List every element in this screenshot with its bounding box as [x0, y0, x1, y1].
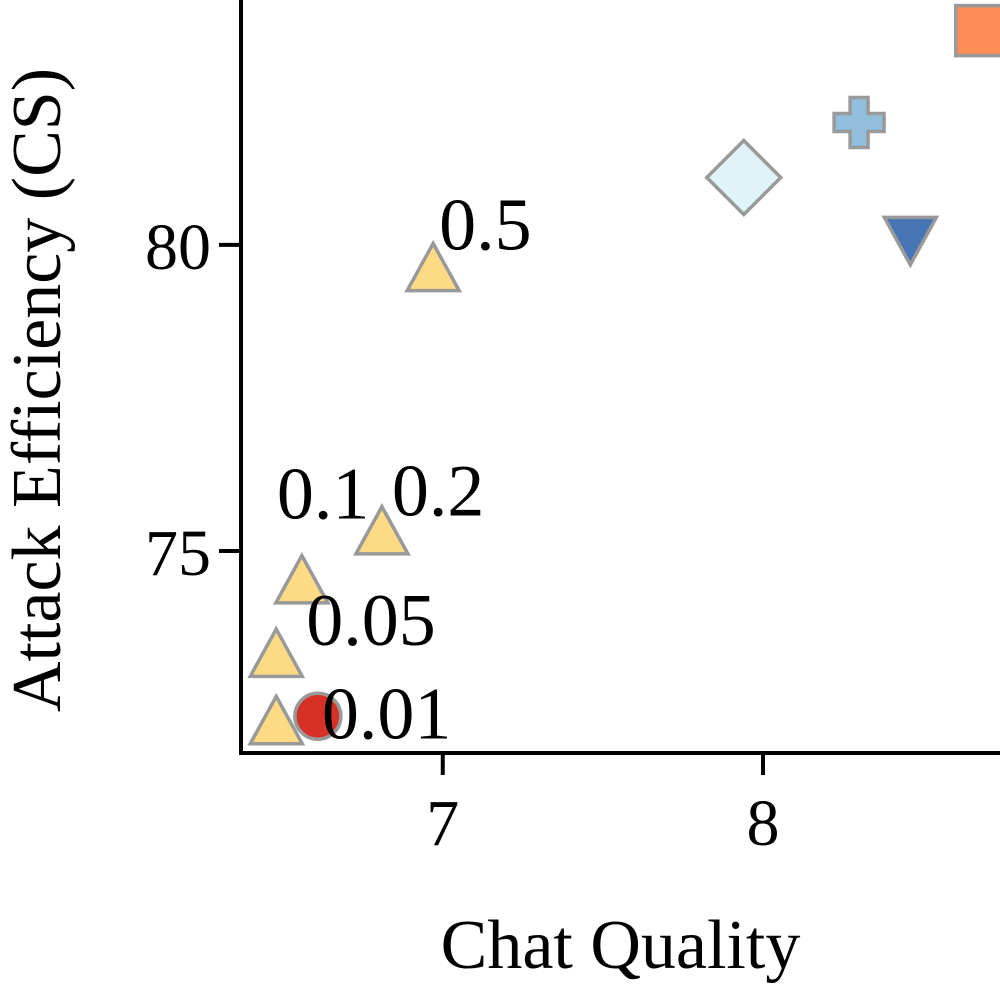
y-tick-label: 75	[145, 517, 211, 590]
point-label: 0.5	[439, 184, 531, 266]
point-label: 0.01	[322, 673, 452, 755]
x-tick-label: 7	[426, 787, 459, 860]
x-tick-label: 8	[747, 787, 780, 860]
y-axis-label: Attack Efficiency (CS)	[0, 68, 76, 712]
point-label: 0.1	[277, 454, 370, 536]
y-tick-label: 80	[145, 211, 211, 284]
plot-area	[247, 3, 1000, 746]
triangle-marker	[247, 625, 306, 679]
triangle-marker	[247, 692, 306, 746]
triangle-marker	[272, 551, 331, 605]
x-axis-label: Chat Quality	[441, 907, 801, 984]
ticks: 7 8 75 80	[145, 211, 780, 860]
square-marker	[954, 3, 1000, 58]
triangle-down-marker	[881, 215, 940, 269]
diamond-marker	[704, 138, 784, 218]
plus-marker	[832, 95, 886, 150]
point-label: 0.2	[392, 451, 485, 533]
point-label: 0.05	[306, 580, 436, 662]
triangle-marker	[352, 502, 411, 556]
triangle-marker	[404, 239, 463, 293]
circle-marker	[293, 691, 343, 742]
point-labels: 0.01 0.05 0.1 0.2 0.5	[277, 184, 532, 755]
